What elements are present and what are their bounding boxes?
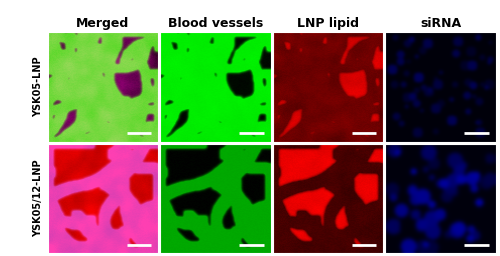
- Text: YSK05/12-LNP: YSK05/12-LNP: [34, 160, 43, 237]
- Text: Blood vessels: Blood vessels: [168, 17, 263, 30]
- Text: LNP lipid: LNP lipid: [297, 17, 359, 30]
- Text: Merged: Merged: [76, 17, 130, 30]
- Text: YSK05-LNP: YSK05-LNP: [34, 57, 43, 117]
- Text: siRNA: siRNA: [420, 17, 461, 30]
